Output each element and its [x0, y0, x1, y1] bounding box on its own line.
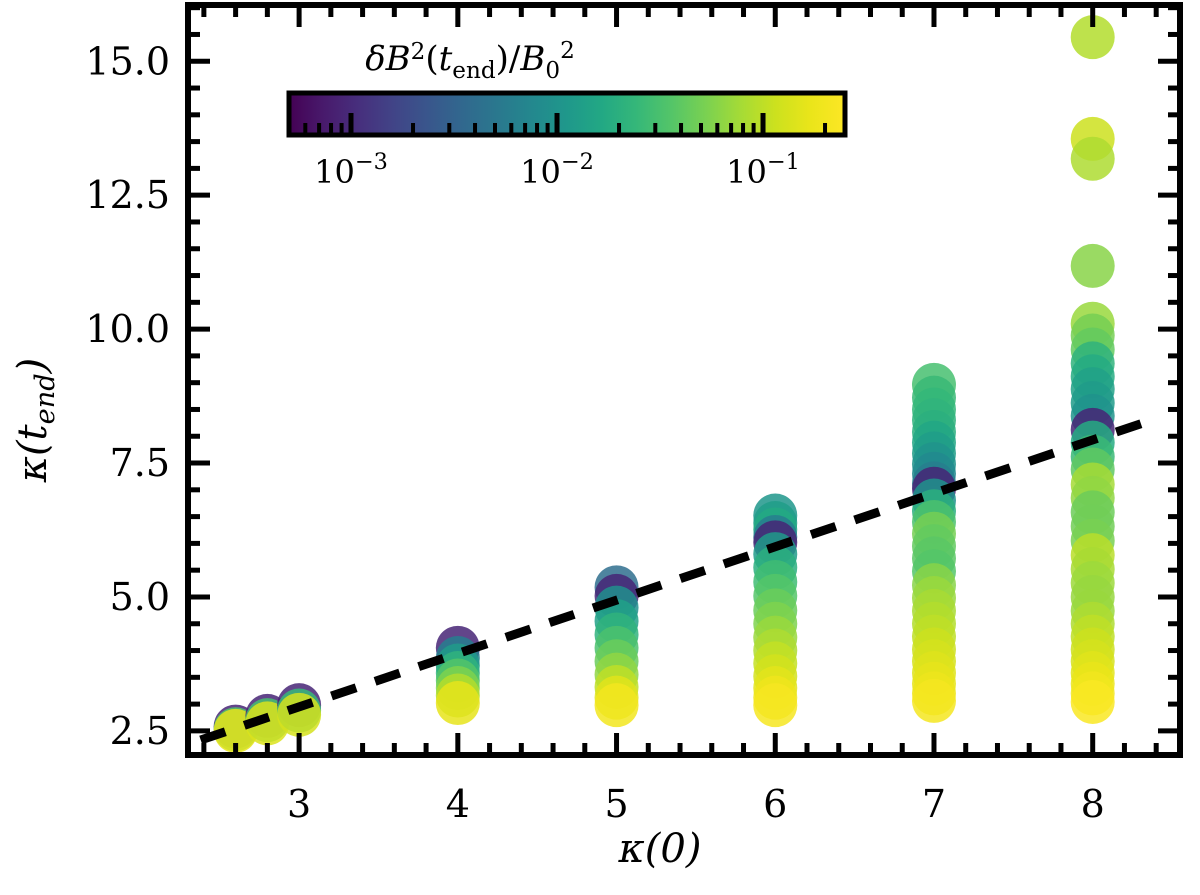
y-tick-label: 7.5 [110, 441, 170, 485]
data-point [1070, 679, 1115, 724]
x-axis-label: κ(0) [618, 826, 702, 872]
data-point [1070, 243, 1115, 288]
y-tick-label: 15.0 [85, 39, 170, 83]
y-axis-label: κ(tend) [10, 358, 61, 484]
data-point [1070, 136, 1115, 181]
colorbar-title: δB2(tend)/B02 [365, 38, 575, 84]
axes-spines [185, 2, 1183, 758]
colorbar: δB2(tend)/B02 10−3 10−2 10−1 [286, 38, 848, 191]
colorbar-tick-label: 10−2 [520, 149, 594, 191]
y-tick-label: 2.5 [110, 709, 170, 753]
data-point [911, 678, 956, 723]
axis-tick-labels-layer: 3 4 5 6 7 8 2.5 5.0 7.5 10.0 12.5 15.0 [85, 39, 1104, 826]
y-tick-label: 5.0 [110, 575, 170, 619]
data-point [277, 692, 322, 737]
colorbar-tick-labels: 10−3 10−2 10−1 [314, 149, 800, 191]
data-markers-layer [213, 15, 1115, 753]
trend-line-layer [199, 416, 1150, 745]
x-tick-label: 8 [1081, 782, 1105, 826]
axis-ticks-layer [188, 5, 1180, 755]
x-tick-label: 6 [763, 782, 787, 826]
data-point [594, 683, 639, 728]
colorbar-ticks [287, 113, 828, 135]
y-tick-label: 10.0 [85, 307, 170, 351]
axes-frame [185, 2, 1183, 758]
x-tick-label: 5 [604, 782, 628, 826]
colorbar-tick-label: 10−3 [314, 149, 388, 191]
x-tick-label: 3 [287, 782, 311, 826]
x-tick-label: 4 [446, 782, 470, 826]
trend-line [199, 416, 1150, 745]
data-point [435, 681, 480, 726]
data-point [1070, 15, 1115, 60]
colorbar-tick-label: 10−1 [726, 149, 800, 191]
data-point [753, 683, 798, 728]
x-tick-label: 7 [922, 782, 946, 826]
y-tick-label: 12.5 [85, 173, 170, 217]
